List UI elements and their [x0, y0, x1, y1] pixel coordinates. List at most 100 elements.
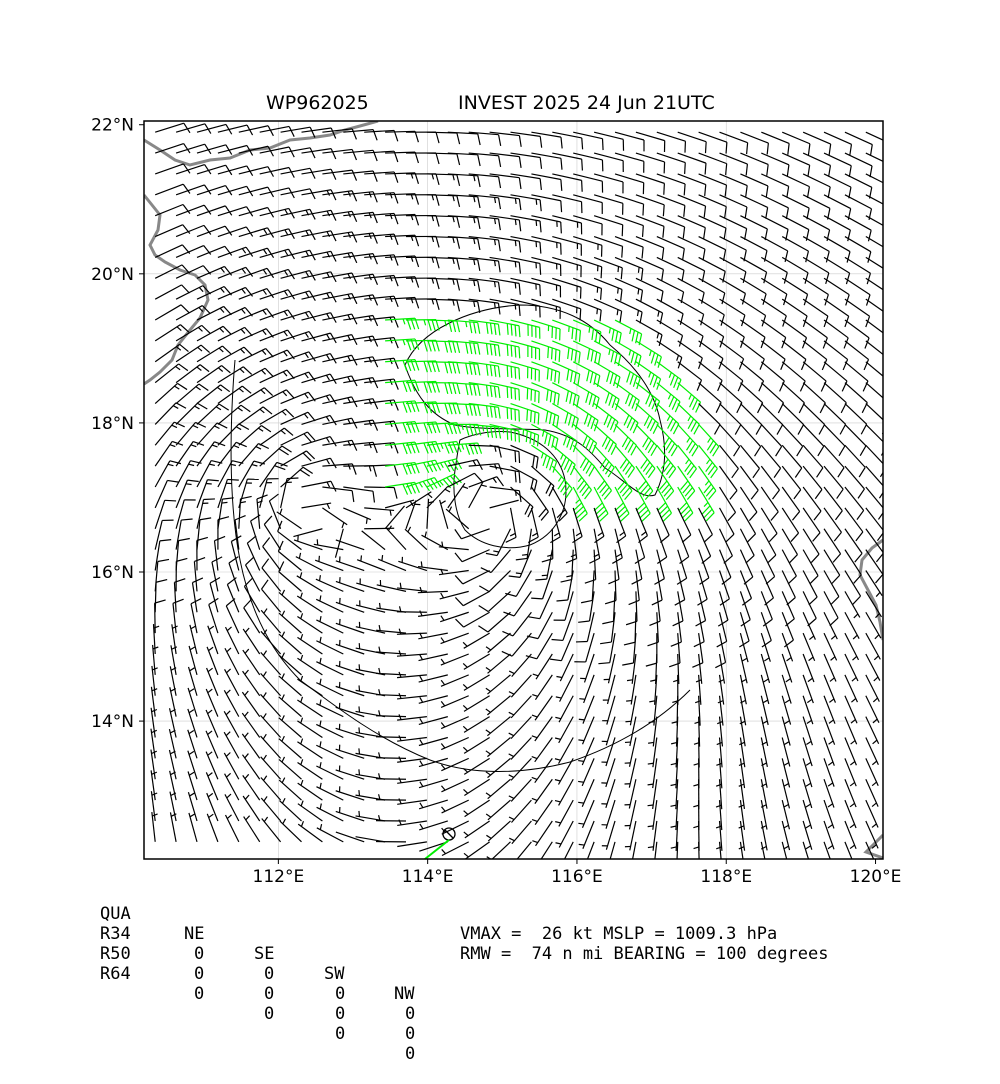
wind-barb	[740, 404, 761, 435]
wind-barb	[197, 537, 208, 570]
wind-barb	[215, 536, 226, 570]
wind-barb	[555, 758, 573, 784]
wind-barb	[262, 559, 281, 592]
wind-barb	[260, 269, 295, 279]
wind-barb	[636, 195, 664, 216]
wind-barb	[693, 800, 699, 830]
wind-barb	[364, 276, 398, 287]
wind-barb	[555, 737, 573, 763]
wind-barb	[225, 669, 239, 696]
wind-barb	[406, 174, 439, 185]
wind-barb	[740, 383, 762, 413]
wind-barb	[782, 445, 802, 477]
wind-barb	[657, 257, 684, 281]
wind-barb	[261, 734, 281, 758]
wind-barb	[364, 379, 398, 390]
wind-barb	[648, 737, 657, 767]
wind-barb	[441, 696, 469, 708]
storm-center-marker	[425, 828, 455, 859]
wind-barb	[803, 257, 829, 283]
wind-barb	[155, 285, 189, 299]
wind-barb	[532, 717, 553, 741]
wind-barb	[761, 404, 782, 435]
wind-barb	[427, 499, 434, 529]
wind-barb	[176, 185, 211, 195]
row-sw: 0	[335, 1004, 345, 1024]
wind-barb	[552, 341, 580, 364]
wind-barb	[281, 372, 316, 383]
wind-barb	[803, 591, 816, 625]
wind-barb	[693, 779, 699, 809]
wind-barb	[594, 216, 623, 236]
wind-barb	[740, 153, 768, 176]
wind-barb	[866, 591, 882, 617]
wind-barb	[486, 654, 511, 673]
wind-barb	[406, 500, 420, 528]
wind-barb	[740, 487, 756, 521]
wind-barb	[782, 487, 799, 520]
wind-barb	[636, 445, 655, 477]
wind-barb	[343, 508, 371, 524]
wind-barb	[803, 132, 831, 155]
wind-barb	[578, 758, 594, 786]
wind-barb	[555, 696, 573, 722]
wind-barb	[239, 426, 271, 446]
wind-barb	[427, 278, 460, 290]
wind-barb	[260, 428, 293, 445]
wind-barb	[262, 817, 281, 842]
wind-barb	[624, 612, 636, 645]
wind-barb	[197, 366, 230, 383]
wind-barb	[218, 287, 253, 299]
wind-barb	[176, 205, 211, 216]
wind-barb	[556, 654, 573, 681]
wind-barb	[455, 571, 489, 584]
wind-barb	[441, 675, 469, 686]
wind-barb	[455, 550, 490, 562]
wind-barb	[657, 237, 684, 260]
wind-barb	[280, 819, 302, 842]
wind-barb	[511, 237, 541, 254]
wind-barb	[533, 654, 553, 679]
wind-barb	[155, 204, 190, 215]
wind-barb	[699, 362, 722, 391]
wind-barb	[218, 347, 252, 362]
lat-tick-label: 16°N	[91, 563, 134, 583]
wind-barb	[782, 571, 795, 605]
wind-barb	[824, 424, 845, 455]
wind-barb	[720, 132, 748, 154]
wind-barb	[511, 278, 541, 296]
wind-barb	[657, 529, 667, 564]
wind-barb	[243, 774, 260, 800]
wind-barb	[155, 305, 189, 320]
wind-barb	[486, 675, 511, 694]
wind-barb	[155, 383, 187, 403]
wind-barb	[720, 362, 743, 391]
wind-barb	[397, 629, 427, 635]
wind-barb	[260, 462, 288, 487]
wind-barb	[740, 529, 754, 563]
wind-barb	[612, 529, 622, 564]
wind-barb	[845, 487, 864, 520]
wind-barb	[615, 278, 642, 301]
wind-barb	[418, 587, 448, 593]
wind-barb	[297, 697, 322, 717]
wind-barb	[218, 386, 251, 403]
wind-barb	[509, 821, 531, 844]
row-label: R64	[100, 964, 131, 984]
wind-barb	[845, 717, 857, 745]
wind-barb	[155, 500, 176, 528]
wind-barb	[343, 487, 374, 502]
wind-barb	[594, 132, 623, 151]
wind-barb	[782, 383, 804, 413]
wind-barb	[298, 801, 323, 821]
wind-barb	[176, 365, 209, 383]
wind-barb	[594, 278, 622, 300]
wind-barb	[261, 755, 281, 779]
wind-barb	[720, 174, 748, 197]
wind-barb	[803, 404, 824, 435]
wind-barb	[824, 508, 841, 541]
wind-barb	[405, 527, 427, 550]
wind-barb	[845, 675, 858, 702]
wind-barb	[678, 153, 706, 174]
wind-barb	[740, 445, 759, 477]
